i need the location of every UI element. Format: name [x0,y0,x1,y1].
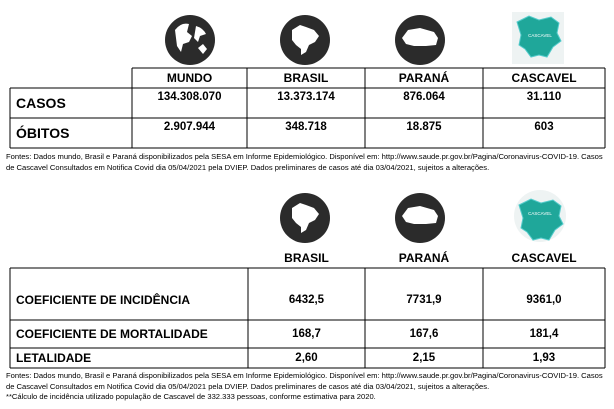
cell-value: 134.308.070 [157,91,222,103]
cell-value: 2,15 [412,352,436,364]
cell-value: 2.907.944 [163,121,216,133]
cell-value: 7731,9 [406,294,442,306]
cell-value: 167,6 [409,328,439,340]
column-header: CASCAVEL [511,251,577,265]
map-label: CASCAVEL [528,33,552,38]
row-label: ÓBITOS [16,125,70,141]
table-lines [9,67,606,369]
icons [165,12,566,243]
cell-value: 9361,0 [526,294,562,306]
cell-value: 6432,5 [288,294,325,306]
column-header: PARANÁ [398,251,450,265]
column-header: BRASIL [284,251,329,265]
cell-value: 2,60 [295,352,318,364]
column-header: CASCAVEL [511,71,577,85]
row-label: COEFICIENTE DE INCIDÊNCIA [16,293,191,307]
sources: Fontes: Dados mundo, Brasil e Paraná dis… [6,152,603,172]
cell-value: 876.064 [403,91,445,103]
map-label: CASCAVEL [528,211,552,216]
cell-value: 348.718 [285,121,327,133]
footnote: **Cálculo de incidência utilizado popula… [6,392,376,401]
cell-value: 181,4 [529,328,559,340]
cell-value: 31.110 [526,91,562,103]
cell-value: 18.875 [406,121,442,133]
cell-value: 1,93 [532,352,556,364]
row-label: CASOS [16,95,66,111]
row-label: COEFICIENTE DE MORTALIDADE [16,327,208,341]
column-header: BRASIL [283,71,329,85]
cell-value: 13.373.174 [277,91,335,103]
column-header: MUNDO [166,71,213,85]
sources: Fontes: Dados mundo, Brasil e Paraná dis… [6,371,603,391]
row-label: LETALIDADE [16,351,92,365]
column-header: PARANÁ [398,71,450,85]
cell-value: 603 [534,121,554,133]
cell-value: 168,7 [292,328,321,340]
